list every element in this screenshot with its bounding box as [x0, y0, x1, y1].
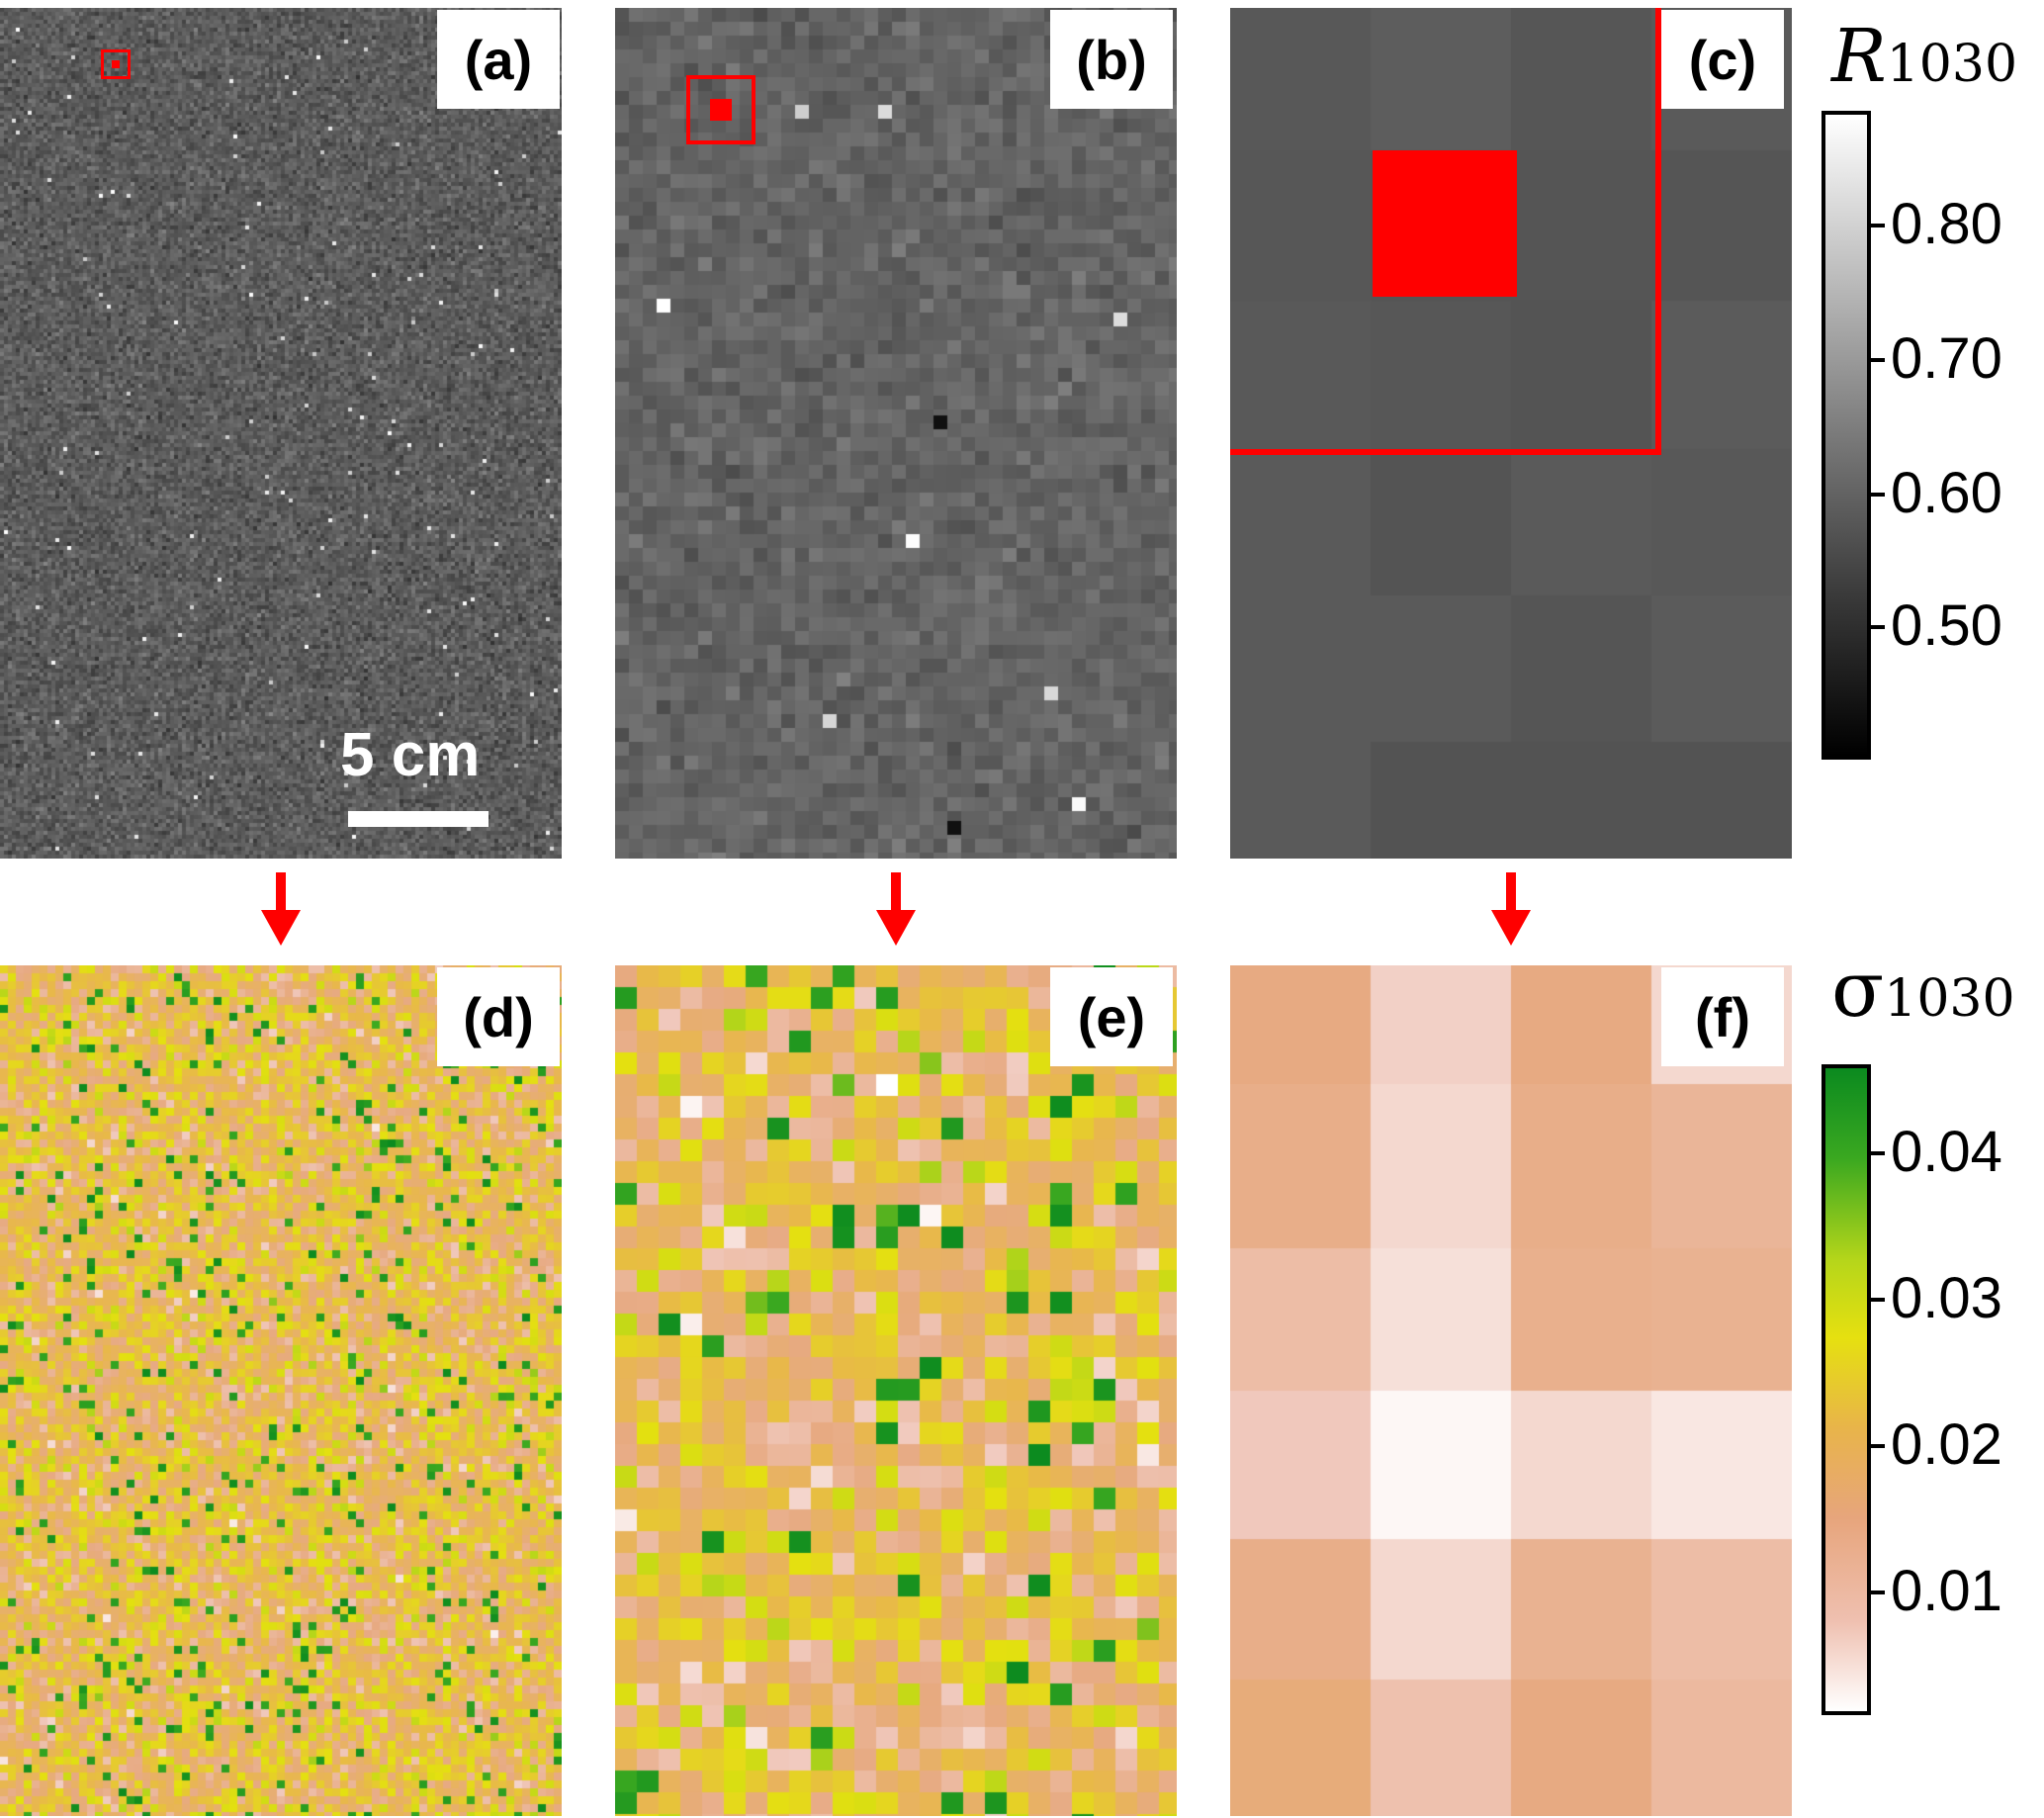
selection-box-c [1230, 8, 1661, 455]
selection-marker-b [710, 99, 732, 121]
arrow-down-icon [261, 872, 301, 946]
scale-bar-label: 5 cm [340, 721, 481, 789]
selection-box-a [101, 49, 131, 79]
panel-label-b: (b) [1050, 10, 1173, 109]
deviation-image-d [0, 965, 562, 1816]
panel-e-deviation-map: (e) [615, 965, 1177, 1816]
colorbar-top-tick-label: 0.70 [1891, 326, 2002, 391]
deviation-image-f [1230, 965, 1792, 1816]
scale-bar [348, 811, 489, 827]
colorbar-top-tick [1867, 493, 1885, 497]
arrow-down-icon [1491, 872, 1531, 946]
panel-label-e: (e) [1050, 967, 1173, 1066]
panel-c-reflectance-map: (c) [1230, 8, 1792, 859]
colorbar-bottom [1822, 1064, 1871, 1715]
colorbar-top-title: R1030 [1831, 14, 2018, 99]
colorbar-top-tick-label: 0.80 [1891, 192, 2002, 256]
colorbar-bottom-tick-label: 0.04 [1891, 1120, 2002, 1184]
colorbar-bottom-tick-label: 0.03 [1891, 1266, 2002, 1330]
panel-label-c: (c) [1661, 10, 1784, 109]
reflectance-image-b [615, 8, 1177, 859]
reflectance-image-c [1230, 8, 1792, 859]
colorbar-bottom-tick-label: 0.01 [1891, 1559, 2002, 1623]
colorbar-bottom-tick-label: 0.02 [1891, 1412, 2002, 1477]
panel-f-deviation-map: (f) [1230, 965, 1792, 1816]
colorbar-top-tick-label: 0.60 [1891, 461, 2002, 525]
selection-marker-a [112, 60, 120, 68]
colorbar-bottom-tick [1867, 1151, 1885, 1155]
reflectance-image-a [0, 8, 562, 859]
panel-label-d: (d) [437, 967, 560, 1066]
colorbar-top-tick [1867, 358, 1885, 362]
panel-d-deviation-map: (d) [0, 965, 562, 1816]
colorbar-top-tick [1867, 224, 1885, 227]
panel-a-reflectance-map: (a) 5 cm [0, 8, 562, 859]
colorbar-top-tick-label: 0.50 [1891, 593, 2002, 658]
deviation-image-e [615, 965, 1177, 1816]
colorbar-bottom-tick [1867, 1591, 1885, 1594]
panel-label-f: (f) [1661, 967, 1784, 1066]
colorbar-top [1822, 111, 1871, 760]
panel-b-reflectance-map: (b) [615, 8, 1177, 859]
arrow-down-icon [876, 872, 916, 946]
colorbar-top-tick [1867, 625, 1885, 629]
selection-marker-c [1373, 150, 1517, 297]
colorbar-bottom-title: σ1030 [1831, 946, 2015, 1035]
colorbar-bottom-tick [1867, 1444, 1885, 1448]
colorbar-bottom-tick [1867, 1298, 1885, 1302]
selection-box-b [686, 75, 755, 144]
panel-label-a: (a) [437, 10, 560, 109]
